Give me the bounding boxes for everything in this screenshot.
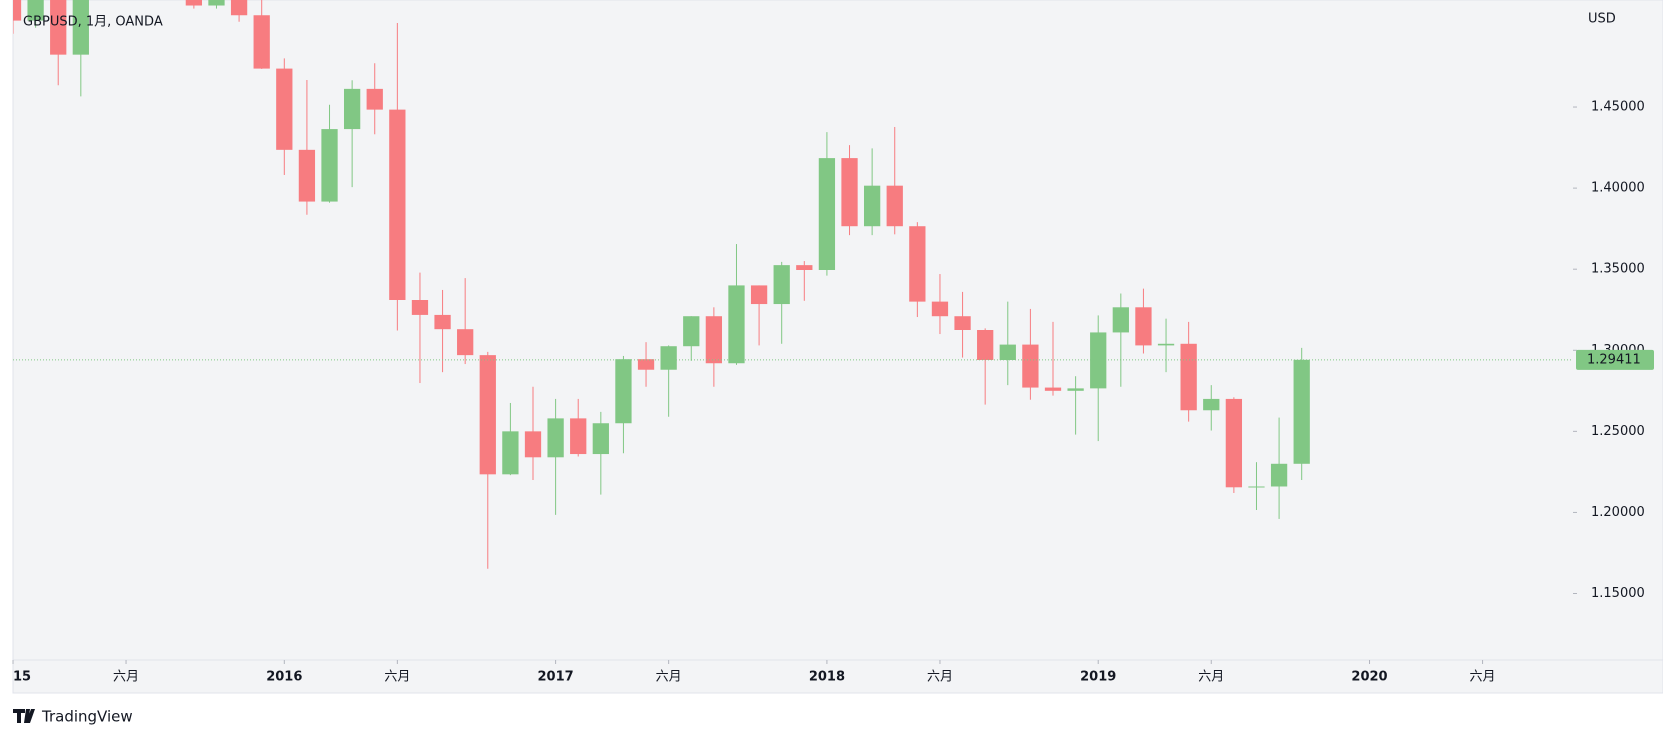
candle-body bbox=[343, 88, 361, 130]
x-tick-label: 2017 bbox=[538, 670, 574, 685]
candle-body bbox=[1090, 332, 1107, 389]
x-tick-label: 2018 bbox=[809, 670, 845, 685]
candle-body bbox=[705, 316, 723, 364]
candle-body bbox=[1225, 398, 1243, 488]
last-price-label: 1.29411 bbox=[1587, 352, 1641, 367]
candle-body bbox=[276, 68, 293, 150]
x-tick-label: 六月 bbox=[1198, 670, 1224, 685]
y-tick-label: 1.20000 bbox=[1591, 505, 1645, 520]
candle-body bbox=[592, 423, 609, 455]
candle-body bbox=[457, 329, 474, 356]
x-tick-label: 六月 bbox=[384, 670, 410, 685]
candle-body bbox=[230, 0, 248, 16]
candle-body bbox=[502, 431, 519, 475]
candle-body bbox=[1022, 344, 1039, 388]
candle-body bbox=[185, 0, 203, 6]
candle-body bbox=[253, 15, 270, 69]
y-tick-label: 1.40000 bbox=[1591, 181, 1645, 196]
candle-body bbox=[773, 265, 790, 305]
x-tick-label: 六月 bbox=[927, 670, 953, 685]
candle-body bbox=[321, 129, 338, 202]
candle-body bbox=[1112, 307, 1129, 333]
candle-body bbox=[1135, 307, 1152, 346]
candle-body bbox=[931, 301, 949, 317]
chart-title: GBPUSD, 1月, OANDA bbox=[23, 15, 163, 30]
x-tick-label: 2016 bbox=[266, 670, 302, 685]
candle-body bbox=[547, 418, 564, 458]
candle-body bbox=[50, 0, 67, 55]
candle-body bbox=[208, 0, 225, 6]
candle-body bbox=[524, 431, 542, 458]
candle-body bbox=[434, 314, 451, 330]
candle-body bbox=[27, 0, 44, 21]
y-tick-label: 1.45000 bbox=[1591, 100, 1645, 115]
plot-area bbox=[13, 0, 1310, 569]
candle-body bbox=[909, 226, 926, 302]
x-tick-label: 2020 bbox=[1351, 670, 1387, 685]
y-tick-label: 1.25000 bbox=[1591, 424, 1645, 439]
logo bbox=[13, 709, 35, 723]
candle-body bbox=[660, 346, 677, 370]
candle-body bbox=[72, 0, 89, 55]
candle-body bbox=[13, 0, 22, 21]
x-tick-label: 六月 bbox=[656, 670, 682, 685]
x-tick-label: 15 bbox=[13, 670, 31, 685]
candle-body bbox=[750, 285, 768, 305]
candle-body bbox=[570, 418, 587, 455]
y-tick-label: 1.35000 bbox=[1591, 262, 1645, 277]
y-tick-label: 1.15000 bbox=[1591, 586, 1645, 601]
candle-body bbox=[1203, 398, 1220, 411]
candle-body bbox=[683, 316, 700, 347]
candle-body bbox=[1293, 359, 1310, 464]
candle-body bbox=[479, 355, 496, 475]
candle-body bbox=[818, 158, 836, 270]
candle-body bbox=[1180, 343, 1197, 411]
candle-body bbox=[1157, 343, 1175, 346]
candle-body bbox=[637, 359, 655, 370]
candle-body bbox=[1067, 388, 1084, 391]
candle-body bbox=[366, 88, 383, 110]
candle-body bbox=[954, 316, 971, 330]
x-tick-label: 六月 bbox=[113, 670, 139, 685]
y-unit: USD bbox=[1588, 12, 1616, 27]
candle-body bbox=[886, 185, 903, 227]
candle-body bbox=[863, 185, 881, 227]
candle-body bbox=[796, 265, 813, 270]
candle-body bbox=[1044, 387, 1062, 391]
candle-body bbox=[728, 285, 745, 364]
candle-body bbox=[411, 300, 429, 315]
candle-body bbox=[1248, 486, 1265, 488]
x-tick-label: 2019 bbox=[1080, 670, 1116, 685]
candle-body bbox=[977, 330, 994, 360]
x-tick-label: 六月 bbox=[1470, 670, 1496, 685]
last-price-tag bbox=[1576, 349, 1654, 370]
candle-body bbox=[389, 109, 406, 301]
candle-body bbox=[615, 359, 632, 424]
candle-body bbox=[999, 344, 1016, 360]
candle-body bbox=[841, 158, 858, 227]
candle-body bbox=[1270, 463, 1288, 487]
chart-background bbox=[12, 0, 1663, 694]
brand-text: TradingView bbox=[41, 708, 133, 726]
candle-body bbox=[298, 149, 316, 202]
